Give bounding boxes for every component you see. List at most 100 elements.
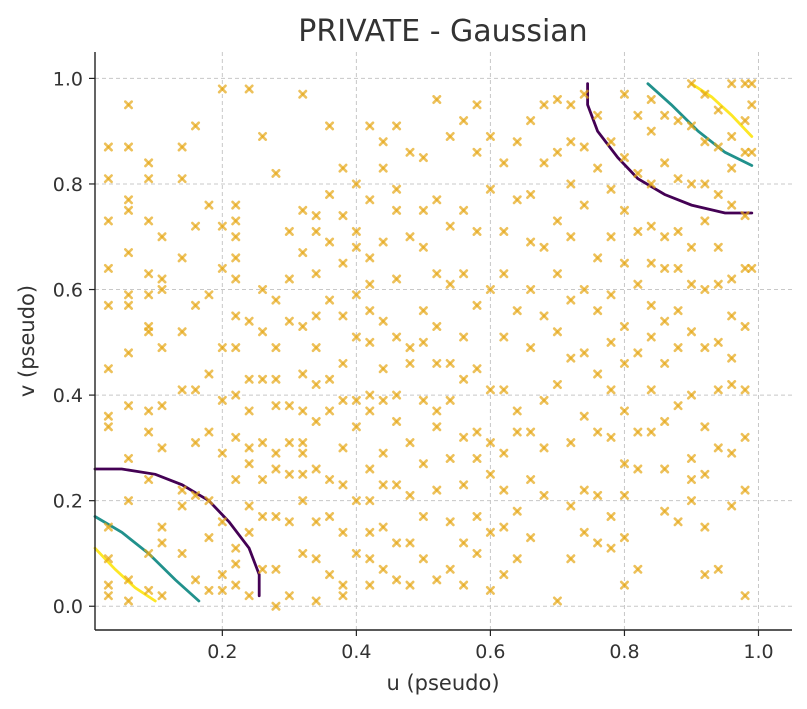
data-point — [325, 295, 335, 305]
data-point — [700, 522, 710, 532]
data-point — [566, 501, 576, 511]
data-point — [727, 274, 737, 284]
data-point — [298, 248, 308, 258]
data-point — [646, 95, 656, 105]
data-point — [191, 385, 201, 395]
data-point — [539, 242, 549, 252]
data-point — [673, 263, 683, 273]
data-point — [204, 533, 214, 543]
data-point — [325, 512, 335, 522]
y-tick-label: 0.0 — [53, 596, 83, 618]
data-point — [144, 427, 154, 437]
data-point — [258, 327, 268, 337]
data-point — [526, 190, 536, 200]
data-point — [593, 538, 603, 548]
data-point — [258, 285, 268, 295]
data-point — [217, 221, 227, 231]
data-point — [619, 89, 629, 99]
data-point — [432, 195, 442, 205]
data-point — [445, 517, 455, 527]
data-point — [365, 195, 375, 205]
data-point — [405, 438, 415, 448]
data-point — [512, 554, 522, 564]
data-point — [606, 184, 616, 194]
data-point — [499, 485, 509, 495]
data-point — [432, 269, 442, 279]
data-point — [177, 548, 187, 558]
data-point — [539, 100, 549, 110]
data-point — [217, 585, 227, 595]
data-point — [459, 205, 469, 215]
data-point — [298, 369, 308, 379]
data-point — [432, 95, 442, 105]
data-point — [700, 422, 710, 432]
data-point — [646, 258, 656, 268]
data-point — [512, 506, 522, 516]
data-point — [217, 343, 227, 353]
data-point — [157, 274, 167, 284]
data-point — [485, 184, 495, 194]
data-point — [103, 300, 113, 310]
data-point — [619, 358, 629, 368]
data-point — [144, 290, 154, 300]
data-point — [144, 158, 154, 168]
data-point — [485, 469, 495, 479]
data-point — [258, 374, 268, 384]
data-point — [740, 321, 750, 331]
data-point — [204, 369, 214, 379]
data-point — [579, 348, 589, 358]
data-point — [244, 527, 254, 537]
data-point — [727, 448, 737, 458]
data-point — [244, 406, 254, 416]
data-point — [727, 501, 737, 511]
data-point — [418, 205, 428, 215]
data-point — [472, 364, 482, 374]
data-point — [271, 464, 281, 474]
data-point — [740, 147, 750, 157]
axes: 0.2 0.4 0.6 0.8 1.0 0.0 0.2 0.4 0.6 0.8 1.0 — [53, 52, 792, 663]
data-point — [418, 337, 428, 347]
data-point — [365, 253, 375, 263]
data-point — [579, 285, 589, 295]
data-point — [566, 137, 576, 147]
data-point — [713, 142, 723, 152]
data-point — [311, 554, 321, 564]
data-point — [351, 496, 361, 506]
data-point — [472, 453, 482, 463]
data-point — [418, 459, 428, 469]
data-point — [124, 195, 134, 205]
data-point — [740, 116, 750, 126]
data-point — [298, 205, 308, 215]
data-point — [311, 464, 321, 474]
data-point — [606, 543, 616, 553]
data-point — [338, 527, 348, 537]
data-point — [124, 100, 134, 110]
data-point — [445, 453, 455, 463]
data-point — [539, 490, 549, 500]
data-point — [191, 490, 201, 500]
data-point — [552, 95, 562, 105]
data-point — [660, 263, 670, 273]
data-point — [593, 253, 603, 263]
data-point — [686, 79, 696, 89]
data-point — [204, 585, 214, 595]
data-point — [244, 84, 254, 94]
data-point — [472, 226, 482, 236]
data-point — [258, 438, 268, 448]
data-point — [579, 527, 589, 537]
data-point — [485, 585, 495, 595]
data-point — [686, 475, 696, 485]
data-point — [365, 306, 375, 316]
data-point — [747, 79, 757, 89]
data-point — [727, 200, 737, 210]
data-point — [311, 311, 321, 321]
data-point — [646, 126, 656, 136]
data-point — [231, 200, 241, 210]
data-point — [646, 221, 656, 231]
data-point — [499, 385, 509, 395]
data-point — [539, 311, 549, 321]
data-point — [485, 131, 495, 141]
data-point — [579, 142, 589, 152]
data-point — [378, 480, 388, 490]
